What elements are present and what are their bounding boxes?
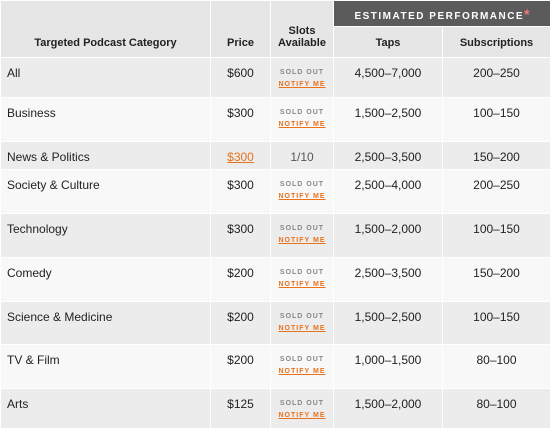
price-cell: $125 [210,388,271,428]
notify-me[interactable]: NOTIFY ME [278,412,326,419]
subscriptions: 200–250 [441,169,550,214]
sold-out: SOLD OUT [279,225,325,232]
subscriptions: 150–200 [441,141,550,170]
category: Science & Medicine [0,301,211,345]
slots-cell: SOLD OUT NOTIFY ME [270,301,334,345]
price[interactable]: $300 [227,150,254,164]
sold-out: SOLD OUT [279,269,325,276]
price: $200 [227,353,254,367]
price-cell: $600 [210,57,271,98]
notify-me[interactable]: NOTIFY ME [278,193,326,200]
sold-out: SOLD OUT [279,181,325,188]
category: News & Politics [0,141,211,170]
sold-out: SOLD OUT [279,109,325,116]
slots-cell: 1/10 [270,141,334,170]
sold-out: SOLD OUT [279,313,325,320]
taps: 2,500–3,500 [333,141,443,170]
category: Technology [0,213,211,258]
table-row: Arts $125 SOLD OUT NOTIFY ME 1,500–2,000 80–1… [0,388,550,428]
slots-cell: SOLD OUT NOTIFY ME [270,213,334,258]
price-cell: $300 [210,97,271,142]
table-row: All $600 SOLD OUT NOTIFY ME 4,500–7,000 200–2… [0,57,550,98]
notify-me[interactable]: NOTIFY ME [278,368,326,375]
category: Business [0,97,211,142]
table-row: Business $300 SOLD OUT NOTIFY ME 1,500–2,500… [0,97,550,142]
price-cell: $300 [210,141,271,170]
category: All [0,57,211,98]
notify-me[interactable]: NOTIFY ME [278,237,326,244]
category: Society & Culture [0,169,211,214]
column-header: Taps [333,26,443,58]
sold-out: SOLD OUT [279,69,325,76]
table-row: Technology $300 SOLD OUT NOTIFY ME 1,500–2,0… [0,213,550,258]
subscriptions: 80–100 [441,344,550,389]
notify-me[interactable]: NOTIFY ME [278,281,326,288]
taps: 2,500–3,500 [333,257,443,302]
taps: 1,500–2,500 [333,301,443,345]
slots-cell: SOLD OUT NOTIFY ME [270,169,334,214]
slots-cell: SOLD OUT NOTIFY ME [270,388,334,428]
slots-cell: SOLD OUT NOTIFY ME [270,344,334,389]
subscriptions: 100–150 [441,301,550,345]
subscriptions: 80–100 [441,388,550,428]
taps: 1,500–2,500 [333,97,443,142]
taps: 2,500–4,000 [333,169,443,214]
subscriptions: 150–200 [441,257,550,302]
category: Comedy [0,257,211,302]
slots-cell: SOLD OUT NOTIFY ME [270,97,334,142]
table-row: Science & Medicine $200 SOLD OUT NOTIFY ME 1… [0,301,550,345]
table-row: Society & Culture $300 SOLD OUT NOTIFY ME 2,… [0,169,550,214]
column-header: Targeted Podcast Category [0,0,211,58]
price: $200 [227,266,254,280]
column-header: Price [210,0,271,58]
category: Arts [0,388,211,428]
column-header: Subscriptions [441,26,550,58]
price-cell: $200 [210,301,271,345]
price: $300 [227,178,254,192]
price-cell: $200 [210,257,271,302]
subscriptions: 100–150 [441,213,550,258]
slots-cell: SOLD OUT NOTIFY ME [270,57,334,98]
slots-cell: SOLD OUT NOTIFY ME [270,257,334,302]
notify-me[interactable]: NOTIFY ME [278,121,326,128]
taps: 1,500–2,000 [333,213,443,258]
price: $125 [227,397,254,411]
price-cell: $300 [210,169,271,214]
price: $200 [227,310,254,324]
slots: 1/10 [290,150,314,164]
price-cell: $200 [210,344,271,389]
table-row: Comedy $200 SOLD OUT NOTIFY ME 2,500–3,500 15… [0,257,550,302]
category: TV & Film [0,344,211,389]
sold-out: SOLD OUT [279,356,325,363]
price-cell: $300 [210,213,271,258]
table-row: News & Politics $300 1/10 2,500–3,500 150–20… [0,141,550,170]
price: $600 [227,66,254,80]
notify-me[interactable]: NOTIFY ME [278,81,326,88]
subscriptions: 100–150 [441,97,550,142]
subscriptions: 200–250 [441,57,550,98]
table-row: TV & Film $200 SOLD OUT NOTIFY ME 1,000–1,50… [0,344,550,389]
column-header: Slots Available [270,0,334,58]
asterisk: * [524,5,530,22]
taps: 1,500–2,000 [333,388,443,428]
price: $300 [227,106,254,120]
price: $300 [227,222,254,236]
banner: ESTIMATED PERFORMANCE* [332,0,550,27]
taps: 4,500–7,000 [333,57,443,98]
table-body: All $600 SOLD OUT NOTIFY ME 4,500–7,000 200–2… [0,57,550,428]
sold-out: SOLD OUT [279,400,325,407]
banner-text: ESTIMATED PERFORMANCE [354,10,525,22]
taps: 1,000–1,500 [333,344,443,389]
notify-me[interactable]: NOTIFY ME [278,325,326,332]
